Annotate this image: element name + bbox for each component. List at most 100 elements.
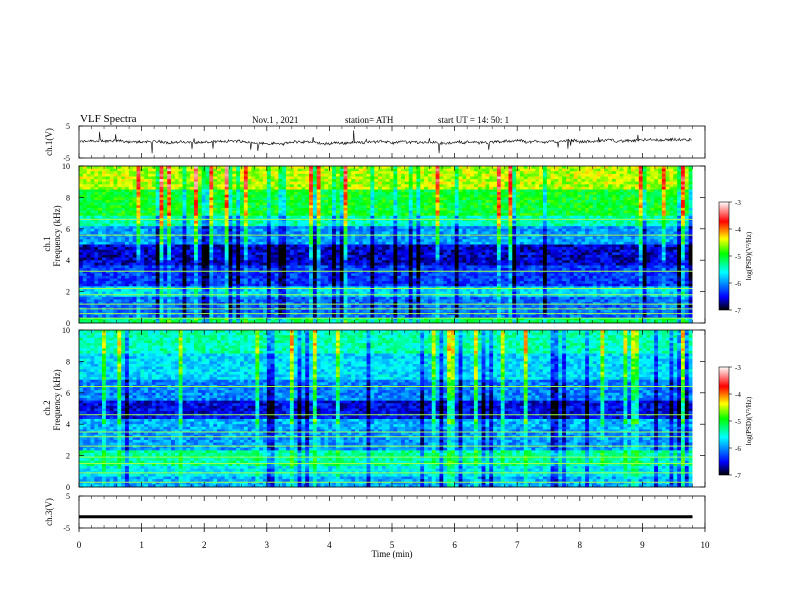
spectrogram-cell xyxy=(393,166,398,170)
spectrogram-cell xyxy=(611,226,617,230)
spectrogram-cell xyxy=(608,236,613,240)
spectrogram-cell xyxy=(581,207,586,211)
spectrogram-cell xyxy=(224,202,229,206)
spectrogram-cell xyxy=(646,186,651,190)
spectrogram-cell xyxy=(504,184,509,188)
spectrogram-cell xyxy=(546,171,552,175)
spectrogram-cell xyxy=(82,228,88,232)
spectrogram-cell xyxy=(324,179,329,183)
spectrogram-cell xyxy=(171,186,176,190)
spectrogram-cell xyxy=(174,202,180,206)
spectrogram-cell xyxy=(155,189,160,193)
spectrogram-cell xyxy=(186,200,191,204)
spectrogram-cell xyxy=(347,223,352,227)
spectrogram-cell xyxy=(293,179,298,183)
spectrogram-cell xyxy=(339,239,344,243)
spectrogram-cell xyxy=(638,241,644,245)
spectrogram-cell xyxy=(155,179,160,183)
spectrogram-cell xyxy=(312,181,318,185)
spectrogram-cell xyxy=(512,244,517,248)
spectrogram-cell xyxy=(358,220,364,224)
spectrogram-cell xyxy=(404,228,410,232)
spectrogram-cell xyxy=(558,186,563,190)
spectrogram-cell xyxy=(128,226,134,230)
spectrogram-cell xyxy=(565,236,571,240)
spectrogram-cell xyxy=(151,213,157,217)
spectrogram-cell xyxy=(305,239,310,243)
spectrogram-cell xyxy=(424,166,429,170)
spectrogram-cell xyxy=(604,189,609,193)
spectrogram-cell xyxy=(638,236,644,240)
spectrogram-cell xyxy=(669,236,674,240)
spectrogram-cell xyxy=(558,192,563,196)
spectrogram-cell xyxy=(320,194,325,198)
spectrogram-cell xyxy=(473,244,479,248)
spectrogram-cell xyxy=(539,186,544,190)
spectrogram-cell xyxy=(194,226,199,230)
spectrogram-cell xyxy=(186,179,191,183)
spectrogram-cell xyxy=(167,176,172,180)
spectrogram-cell xyxy=(240,239,245,243)
spectrogram-cell xyxy=(109,168,114,172)
spectrogram-cell xyxy=(565,239,571,243)
spectrogram-cell xyxy=(132,168,137,172)
spectrogram-cell xyxy=(485,181,490,185)
spectrogram-cell xyxy=(228,215,233,219)
spectrogram-cell xyxy=(90,181,95,185)
spectrogram-cell xyxy=(105,166,111,170)
spectrogram-cell xyxy=(424,194,429,198)
spectrogram-cell xyxy=(148,239,153,243)
spectrogram-cell xyxy=(278,173,283,177)
spectrogram-cell xyxy=(496,239,502,243)
spectrogram-cell xyxy=(638,220,644,224)
spectrogram-cell xyxy=(113,197,118,201)
spectrogram-cell xyxy=(144,241,149,245)
spectrogram-cell xyxy=(236,176,241,180)
spectrogram-cell xyxy=(431,171,436,175)
spectrogram-cell xyxy=(102,205,107,209)
spectrogram-cell xyxy=(293,189,298,193)
spectrogram-cell xyxy=(347,228,352,232)
spectrogram-cell xyxy=(527,210,532,214)
spectrogram-cell xyxy=(431,200,436,204)
spectrogram-cell xyxy=(90,210,95,214)
spectrogram-cell xyxy=(600,166,605,170)
spectrogram-cell xyxy=(136,173,141,177)
spectrogram-cell xyxy=(485,173,490,177)
spectrogram-cell xyxy=(596,220,601,224)
spectrogram-cell xyxy=(86,215,91,219)
spectrogram-cell xyxy=(539,176,544,180)
spectrogram-cell xyxy=(316,239,321,243)
spectrogram-cell xyxy=(470,231,475,235)
spectrogram-cell xyxy=(634,226,640,230)
spectrogram-cell xyxy=(263,205,268,209)
spectrogram-cell xyxy=(144,215,149,219)
spectrogram-cell xyxy=(316,220,321,224)
spectrogram-cell xyxy=(163,181,168,185)
spectrogram-cell xyxy=(128,173,134,177)
spectrogram-cell xyxy=(232,186,237,190)
spectrogram-cell xyxy=(240,226,245,230)
spectrogram-cell xyxy=(113,241,118,245)
spectrogram-cell xyxy=(240,181,245,185)
spectrogram-cell xyxy=(604,210,609,214)
spectrogram-cell xyxy=(688,168,693,172)
spectrogram-cell xyxy=(450,202,456,206)
spectrogram-cell xyxy=(305,210,310,214)
spectrogram-cell xyxy=(596,192,601,196)
spectrogram-cell xyxy=(401,226,406,230)
spectrogram-cell xyxy=(512,168,517,172)
spectrogram-cell xyxy=(435,228,440,232)
spectrogram-cell xyxy=(351,179,356,183)
spectrogram-cell xyxy=(266,194,272,198)
spectrogram-cell xyxy=(316,171,321,175)
spectrogram-cell xyxy=(132,202,137,206)
spectrogram-cell xyxy=(496,168,502,172)
spectrogram-cell xyxy=(355,215,360,219)
spectrogram-cell xyxy=(634,244,640,248)
spectrogram-cell xyxy=(393,223,398,227)
spectrogram-cell xyxy=(642,226,647,230)
spectrogram-cell xyxy=(431,244,436,248)
spectrogram-cell xyxy=(282,220,287,224)
spectrogram-cell xyxy=(121,236,126,240)
